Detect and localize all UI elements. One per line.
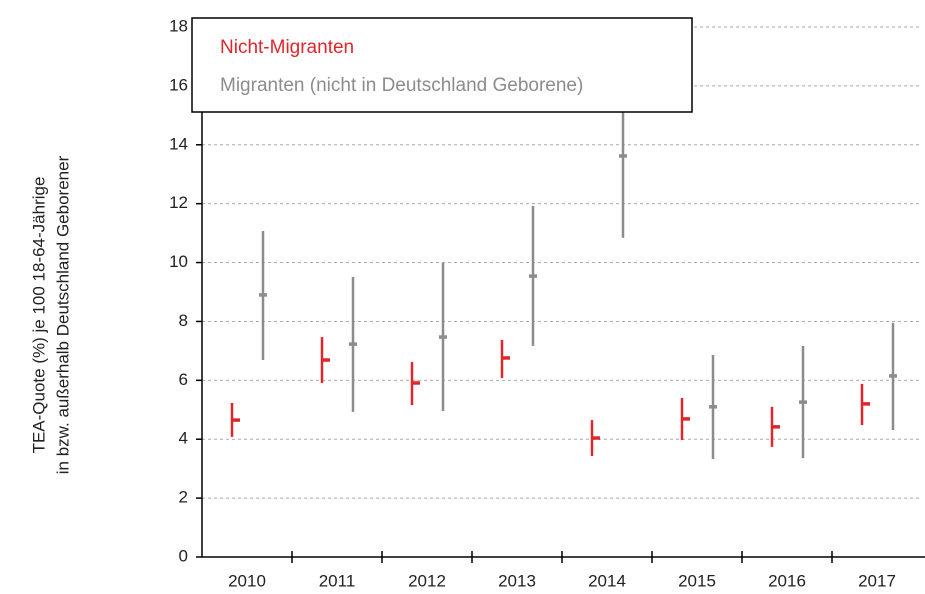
x-tick-label: 2014 <box>588 571 626 590</box>
x-tick-label: 2015 <box>678 571 716 590</box>
y-tick-label: 6 <box>179 370 188 389</box>
y-tick-label: 14 <box>169 134 188 153</box>
y-axis-title-line: TEA-Quote (%) je 100 18-64-Jährige <box>29 177 48 454</box>
x-tick-label: 2011 <box>319 571 356 590</box>
x-tick-label: 2012 <box>408 571 446 590</box>
x-tick-label: 2010 <box>228 571 266 590</box>
x-tick-label: 2013 <box>498 571 536 590</box>
y-tick-label: 10 <box>169 252 188 271</box>
y-axis-title-line: in bzw. außerhalb Deutschland Geborener <box>53 155 72 474</box>
y-tick-label: 4 <box>179 429 188 448</box>
y-tick-label: 12 <box>169 193 188 212</box>
x-tick-label: 2017 <box>858 571 896 590</box>
y-tick-label: 2 <box>179 488 188 507</box>
y-tick-label: 16 <box>169 75 188 94</box>
y-tick-label: 18 <box>169 16 188 35</box>
x-tick-label: 2016 <box>768 571 806 590</box>
legend-entry: Migranten (nicht in Deutschland Geborene… <box>220 75 583 96</box>
y-axis-title: TEA-Quote (%) je 100 18-64-Jährige in bz… <box>29 155 72 474</box>
legend-entry: Nicht-Migranten <box>220 37 354 58</box>
y-tick-label: 0 <box>179 546 188 565</box>
y-tick-label: 8 <box>179 311 188 330</box>
legend-box <box>191 17 693 113</box>
